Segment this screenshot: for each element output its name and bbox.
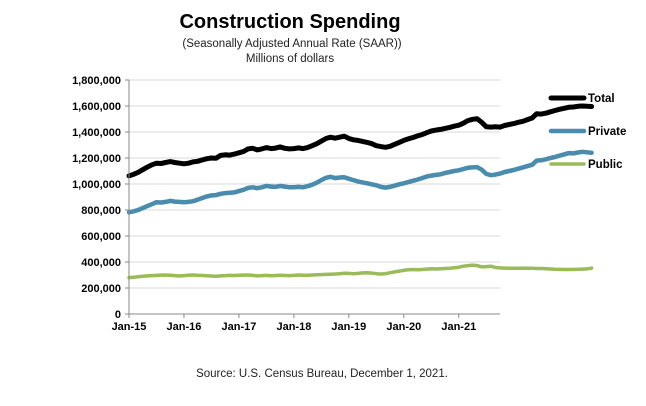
y-tick-label: 400,000 <box>81 257 121 269</box>
x-tick-label: Jan-21 <box>441 321 476 333</box>
y-tick-label: 0 <box>115 309 121 321</box>
y-tick-label: 200,000 <box>81 283 121 295</box>
series-line-public <box>127 263 594 280</box>
chart-title: Construction Spending <box>179 11 400 33</box>
y-tick-label: 1,600,000 <box>72 101 121 113</box>
series-line-private <box>126 149 594 215</box>
y-tick-label: 1,400,000 <box>72 127 121 139</box>
legend-label-private: Private <box>588 126 626 138</box>
y-tick-label: 1,800,000 <box>72 75 121 87</box>
y-tick-label: 800,000 <box>81 205 121 217</box>
y-tick-label: 1,200,000 <box>72 153 121 165</box>
x-axis-ticks: Jan-15 Jan-16 Jan-17 Jan-18 Jan-19 Jan-20 Jan-… <box>112 314 476 333</box>
y-tick-label: 600,000 <box>81 231 121 243</box>
chart-units: Millions of dollars <box>246 53 334 65</box>
x-tick-label: Jan-20 <box>386 321 421 333</box>
series-lines <box>126 103 595 280</box>
source-note: Source: U.S. Census Bureau, December 1, … <box>196 368 448 380</box>
x-tick-label: Jan-19 <box>331 321 366 333</box>
x-tick-label: Jan-16 <box>167 321 202 333</box>
series-line-total <box>126 103 595 179</box>
legend-label-total: Total <box>588 93 615 105</box>
legend-label-public: Public <box>588 159 623 171</box>
x-tick-label: Jan-17 <box>221 321 256 333</box>
legend: Total Private Public <box>548 93 626 171</box>
y-tick-label: 1,000,000 <box>72 179 121 191</box>
chart-subtitle: (Seasonally Adjusted Annual Rate (SAAR)) <box>182 38 401 50</box>
x-tick-label: Jan-15 <box>112 321 147 333</box>
x-tick-label: Jan-18 <box>276 321 311 333</box>
y-axis-ticks: 0 200,000 400,000 600,000 800,000 1,000,000 1,… <box>72 75 129 321</box>
